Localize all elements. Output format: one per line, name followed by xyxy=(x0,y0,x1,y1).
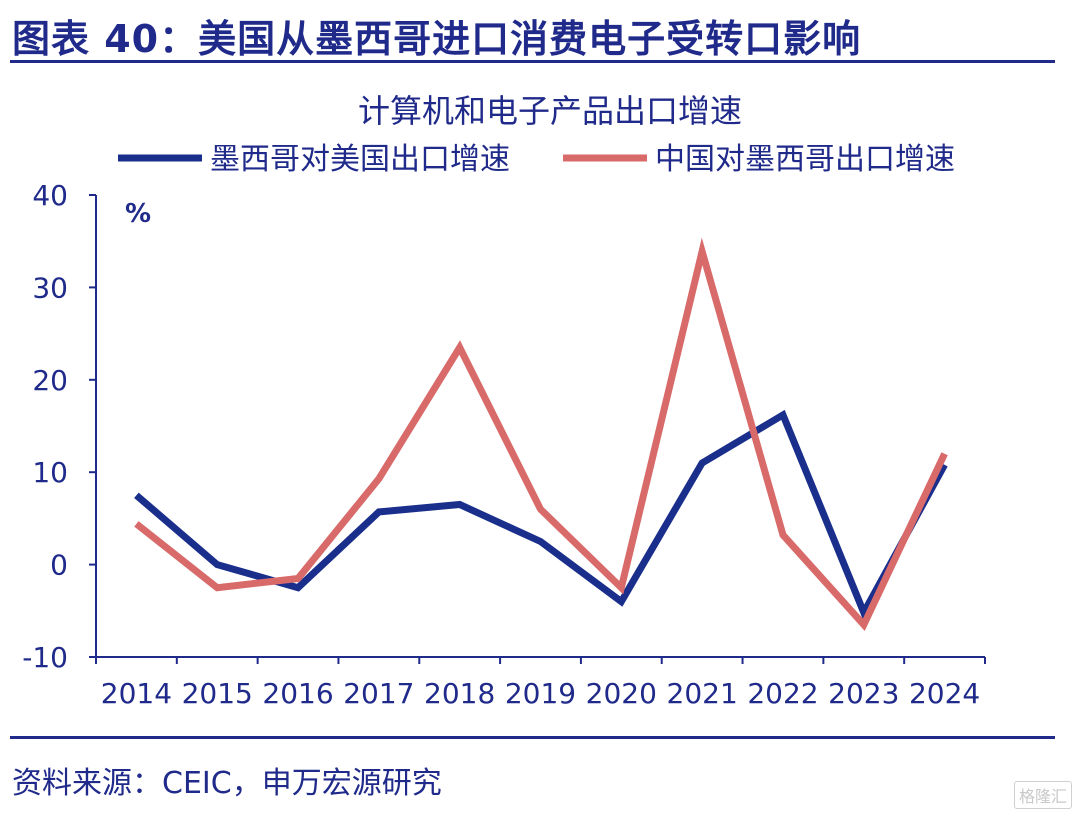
chart-axes: -10 0 10 20 30 40 2014 2015 2016 2017 2018 2019 2020… xyxy=(22,179,986,710)
x-tick-label: 2015 xyxy=(182,677,253,710)
source-note: 资料来源：CEIC，申万宏源研究 xyxy=(12,766,442,801)
y-tick-label: 40 xyxy=(32,179,68,212)
y-axis-unit-label: % xyxy=(125,199,151,229)
x-tick-label: 2024 xyxy=(909,677,980,710)
legend-label-2: 中国对墨西哥出口增速 xyxy=(655,142,955,177)
x-tick-label: 2021 xyxy=(667,677,738,710)
series-line-2 xyxy=(134,237,948,631)
x-tick-label: 2016 xyxy=(262,677,333,710)
y-tick-label: -10 xyxy=(22,641,68,674)
x-tick-label: 2017 xyxy=(343,677,414,710)
source-divider xyxy=(10,736,1055,739)
y-tick-label: 30 xyxy=(32,271,68,304)
title-divider xyxy=(10,60,1055,63)
watermark-logo: 格隆汇 xyxy=(1013,781,1072,809)
x-tick-label: 2019 xyxy=(505,677,576,710)
chart-legend: 墨西哥对美国出口增速 中国对墨西哥出口增速 xyxy=(118,142,955,177)
figure-title: 图表 40：美国从墨西哥进口消费电子受转口影响 xyxy=(12,17,862,61)
chart-series xyxy=(134,237,948,631)
y-tick-label: 10 xyxy=(32,456,68,489)
x-tick-label: 2023 xyxy=(828,677,899,710)
line-chart: 计算机和电子产品出口增速 墨西哥对美国出口增速 中国对墨西哥出口增速 % -10 0… xyxy=(22,92,986,710)
legend-label-1: 墨西哥对美国出口增速 xyxy=(210,142,510,177)
x-tick-label: 2014 xyxy=(101,677,172,710)
y-tick-label: 20 xyxy=(32,364,68,397)
x-tick-label: 2018 xyxy=(424,677,495,710)
y-tick-label: 0 xyxy=(50,549,68,582)
chart-title: 计算机和电子产品出口增速 xyxy=(358,92,742,130)
x-tick-label: 2020 xyxy=(586,677,657,710)
x-tick-label: 2022 xyxy=(747,677,818,710)
